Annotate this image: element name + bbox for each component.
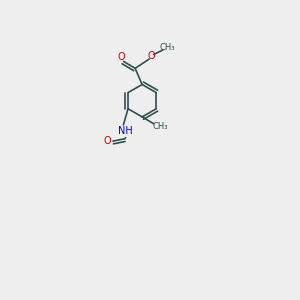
Text: O: O (148, 51, 155, 61)
Text: CH₃: CH₃ (153, 122, 169, 130)
Text: NH: NH (118, 126, 133, 136)
Text: O: O (103, 136, 111, 146)
Text: CH₃: CH₃ (160, 43, 176, 52)
Text: O: O (117, 52, 125, 62)
